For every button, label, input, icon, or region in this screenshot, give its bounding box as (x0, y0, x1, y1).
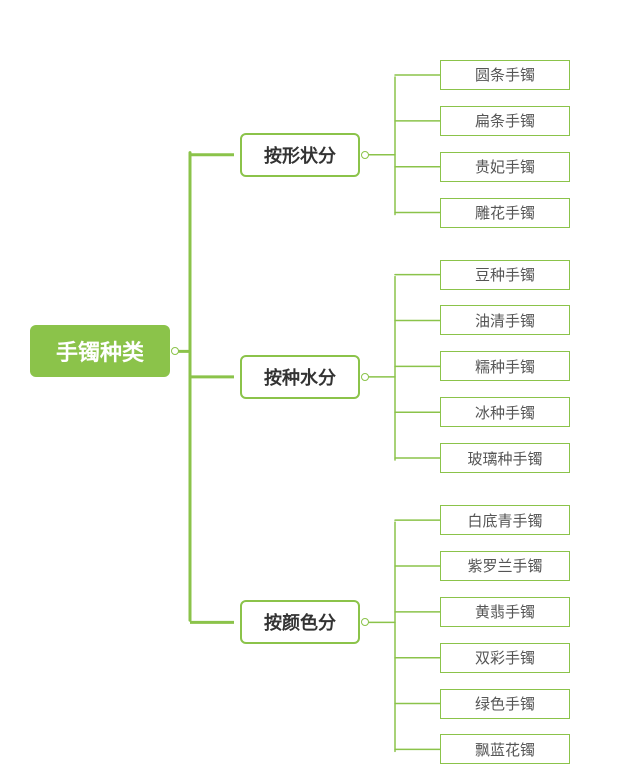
leaf-node: 糯种手镯 (440, 351, 570, 381)
leaf-node: 贵妃手镯 (440, 152, 570, 182)
connector-dot (361, 151, 369, 159)
category-node-label: 按种水分 (264, 364, 336, 390)
root-node-label: 手镯种类 (56, 335, 144, 367)
leaf-node: 双彩手镯 (440, 643, 570, 673)
leaf-node: 雕花手镯 (440, 198, 570, 228)
leaf-node: 绿色手镯 (440, 689, 570, 719)
category-node-label: 按颜色分 (264, 609, 336, 635)
leaf-node-label: 玻璃种手镯 (467, 448, 542, 469)
leaf-node-label: 冰种手镯 (475, 402, 535, 423)
leaf-node: 紫罗兰手镯 (440, 551, 570, 581)
leaf-node-label: 贵妃手镯 (475, 156, 535, 177)
leaf-node: 油清手镯 (440, 305, 570, 335)
leaf-node: 白底青手镯 (440, 505, 570, 535)
leaf-node-label: 圆条手镯 (475, 64, 535, 85)
leaf-node: 扁条手镯 (440, 106, 570, 136)
leaf-node-label: 白底青手镯 (467, 510, 542, 531)
leaf-node-label: 雕花手镯 (475, 202, 535, 223)
connector-dot (361, 373, 369, 381)
leaf-node: 豆种手镯 (440, 260, 570, 290)
connector-dot (171, 347, 179, 355)
category-node: 按颜色分 (240, 600, 360, 644)
root-node: 手镯种类 (30, 325, 170, 377)
leaf-node-label: 糯种手镯 (475, 356, 535, 377)
leaf-node: 冰种手镯 (440, 397, 570, 427)
category-node-label: 按形状分 (264, 142, 336, 168)
category-node: 按种水分 (240, 355, 360, 399)
leaf-node: 玻璃种手镯 (440, 443, 570, 473)
leaf-node-label: 双彩手镯 (475, 647, 535, 668)
category-node: 按形状分 (240, 133, 360, 177)
leaf-node: 黄翡手镯 (440, 597, 570, 627)
leaf-node: 飘蓝花镯 (440, 734, 570, 764)
leaf-node-label: 飘蓝花镯 (475, 739, 535, 760)
connector-dot (361, 618, 369, 626)
leaf-node-label: 扁条手镯 (475, 110, 535, 131)
leaf-node-label: 黄翡手镯 (475, 601, 535, 622)
leaf-node-label: 豆种手镯 (475, 264, 535, 285)
leaf-node-label: 绿色手镯 (475, 693, 535, 714)
leaf-node-label: 紫罗兰手镯 (467, 555, 542, 576)
leaf-node-label: 油清手镯 (475, 310, 535, 331)
leaf-node: 圆条手镯 (440, 60, 570, 90)
